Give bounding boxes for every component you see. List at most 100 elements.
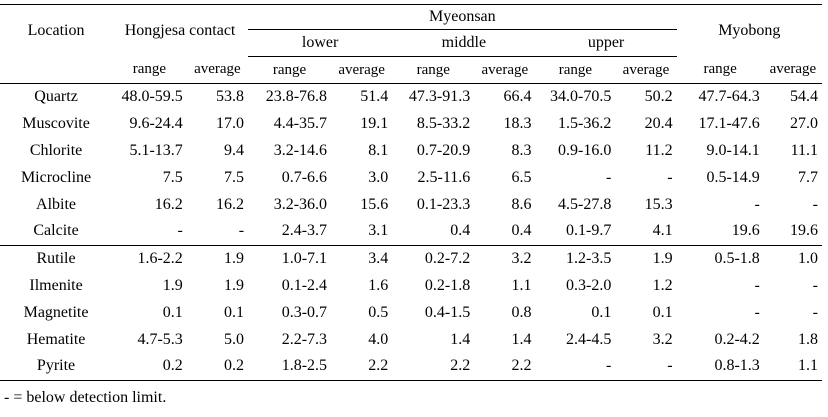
range-cell: 0.7-20.9: [416, 141, 471, 159]
average-cell: -: [667, 168, 673, 186]
range-cell: 7.5: [162, 168, 183, 186]
range-cell: 1.4: [450, 330, 471, 348]
range-cell: 23.8-76.8: [265, 88, 328, 106]
range-cell: 1.8-2.5: [248, 352, 332, 381]
range-cell: 0.2: [112, 352, 187, 381]
range-cell: 9.6-24.4: [129, 115, 183, 133]
range-cell: 0.1: [591, 303, 612, 321]
average-cell: -: [238, 222, 245, 240]
average-cell: 0.2: [186, 352, 249, 381]
average-cell: 0.4: [511, 222, 532, 240]
range-cell: 48.0-59.5: [121, 88, 183, 106]
mineral-composition-table: Location Hongjesa contact Myeonsan Myobo…: [0, 4, 828, 381]
average-cell: 1.4: [511, 330, 532, 348]
average-cell: 0.1: [652, 303, 673, 321]
range-cell: 0.3-0.7: [281, 303, 328, 321]
mineral-name: Quartz: [34, 88, 78, 106]
average-cell: 1.2: [652, 276, 673, 294]
range-cell: 5.1-13.7: [129, 141, 183, 159]
mineral-name: Muscovite: [22, 115, 90, 133]
average-cell: 18.3: [503, 115, 532, 133]
average-cell: 2.2: [474, 352, 536, 381]
range-cell: 4.7-5.3: [137, 330, 183, 348]
table-row: Magnetite 0.1 0.1 0.3-0.7 0.5 0.4-1.5 0.8 0.1 0.…: [0, 299, 822, 326]
range-cell: 0.7-6.6: [281, 168, 328, 186]
average-cell: 0.1: [224, 303, 245, 321]
header-upper: upper: [535, 29, 677, 57]
average-cell: 19.1: [360, 115, 389, 133]
header-range: range: [535, 56, 616, 84]
footnote: - = below detection limit.: [4, 389, 167, 406]
average-cell: 2.2: [331, 352, 393, 381]
mineral-name: Albite: [36, 195, 77, 213]
range-cell: 0.1-2.4: [281, 276, 328, 294]
table-row: Quartz 48.0-59.5 53.8 23.8-76.8 51.4 47.3-91.…: [0, 84, 822, 111]
range-cell: 9.0-14.1: [706, 141, 760, 159]
average-cell: 1.9: [615, 244, 677, 273]
average-cell: 7.5: [224, 168, 245, 186]
range-cell: -: [754, 303, 760, 321]
header-range: range: [676, 56, 764, 84]
table-row: Calcite - - 2.4-3.7 3.1 0.4 0.4 0.1-9.7 4.1 19.6 1…: [0, 218, 822, 245]
table-body: Quartz 48.0-59.5 53.8 23.8-76.8 51.4 47.3-91.…: [0, 84, 822, 381]
average-cell: 3.2: [652, 330, 673, 348]
header-location: Location: [0, 4, 113, 57]
range-cell: 0.1-9.7: [566, 222, 612, 240]
average-cell: 50.2: [644, 88, 673, 106]
range-cell: 0.5-14.9: [706, 168, 760, 186]
mineral-name: Ilmenite: [29, 276, 83, 294]
table-row: Microcline 7.5 7.5 0.7-6.6 3.0 2.5-11.6 6.5 - - 0…: [0, 164, 822, 191]
range-cell: 0.9-16.0: [558, 141, 612, 159]
mineral-name: Calcite: [33, 222, 79, 240]
average-cell: 15.3: [644, 195, 673, 213]
average-cell: 17.0: [216, 115, 245, 133]
average-cell: 4.0: [368, 330, 389, 348]
table-row: Hematite 4.7-5.3 5.0 2.2-7.3 4.0 1.4 1.4 2.4-4.…: [0, 326, 822, 353]
range-cell: 0.1: [162, 303, 183, 321]
average-cell: 3.2: [474, 244, 536, 273]
range-cell: 1.0-7.1: [248, 244, 332, 273]
range-cell: 2.4-3.7: [281, 222, 328, 240]
average-cell: 6.5: [511, 168, 532, 186]
range-cell: 0.1-23.3: [416, 195, 471, 213]
average-cell: 8.3: [511, 141, 532, 159]
mineral-name: Chlorite: [29, 141, 83, 159]
range-cell: 0.4: [450, 222, 471, 240]
header-average: average: [763, 56, 822, 84]
range-cell: 4.5-27.8: [558, 195, 612, 213]
header-range: range: [112, 56, 187, 84]
range-cell: 2.2-7.3: [281, 330, 328, 348]
range-cell: 1.5-36.2: [558, 115, 612, 133]
average-cell: 15.6: [360, 195, 389, 213]
average-cell: 4.1: [652, 222, 673, 240]
range-cell: -: [535, 352, 616, 381]
table-row: Muscovite 9.6-24.4 17.0 4.4-35.7 19.1 8.5-33.…: [0, 111, 822, 138]
header-average: average: [474, 56, 536, 84]
table-row: Chlorite 5.1-13.7 9.4 3.2-14.6 8.1 0.7-20.9 8.…: [0, 138, 822, 165]
average-cell: 20.4: [644, 115, 673, 133]
range-cell: 2.4-4.5: [566, 330, 612, 348]
header-hongjesa-contact: Hongjesa contact: [112, 4, 249, 57]
mineral-name: Magnetite: [23, 303, 89, 321]
table-row: Pyrite 0.2 0.2 1.8-2.5 2.2 2.2 2.2- -0.8-1.3 1.1: [0, 352, 822, 381]
average-cell: 19.6: [790, 222, 818, 240]
range-cell: 0.5-1.8: [676, 244, 764, 273]
header-average: average: [331, 56, 393, 84]
mineral-name: Rutile: [0, 244, 113, 273]
average-cell: 16.2: [216, 195, 245, 213]
range-cell: 1.2-3.5: [535, 244, 616, 273]
mineral-name: Pyrite: [0, 352, 113, 381]
range-cell: 0.8-1.3: [676, 352, 764, 381]
average-cell: 0.8: [511, 303, 532, 321]
average-cell: 11.1: [790, 141, 818, 159]
range-cell: 19.6: [731, 222, 760, 240]
average-cell: 1.1: [511, 276, 532, 294]
average-cell: 1.6: [368, 276, 389, 294]
range-cell: 47.7-64.3: [698, 88, 760, 106]
mineral-name: Hematite: [26, 330, 86, 348]
range-cell: 0.2-1.8: [424, 276, 471, 294]
range-cell: 8.5-33.2: [416, 115, 471, 133]
average-cell: 1.8: [798, 330, 818, 348]
average-cell: -: [812, 195, 818, 213]
average-cell: 8.1: [368, 141, 389, 159]
